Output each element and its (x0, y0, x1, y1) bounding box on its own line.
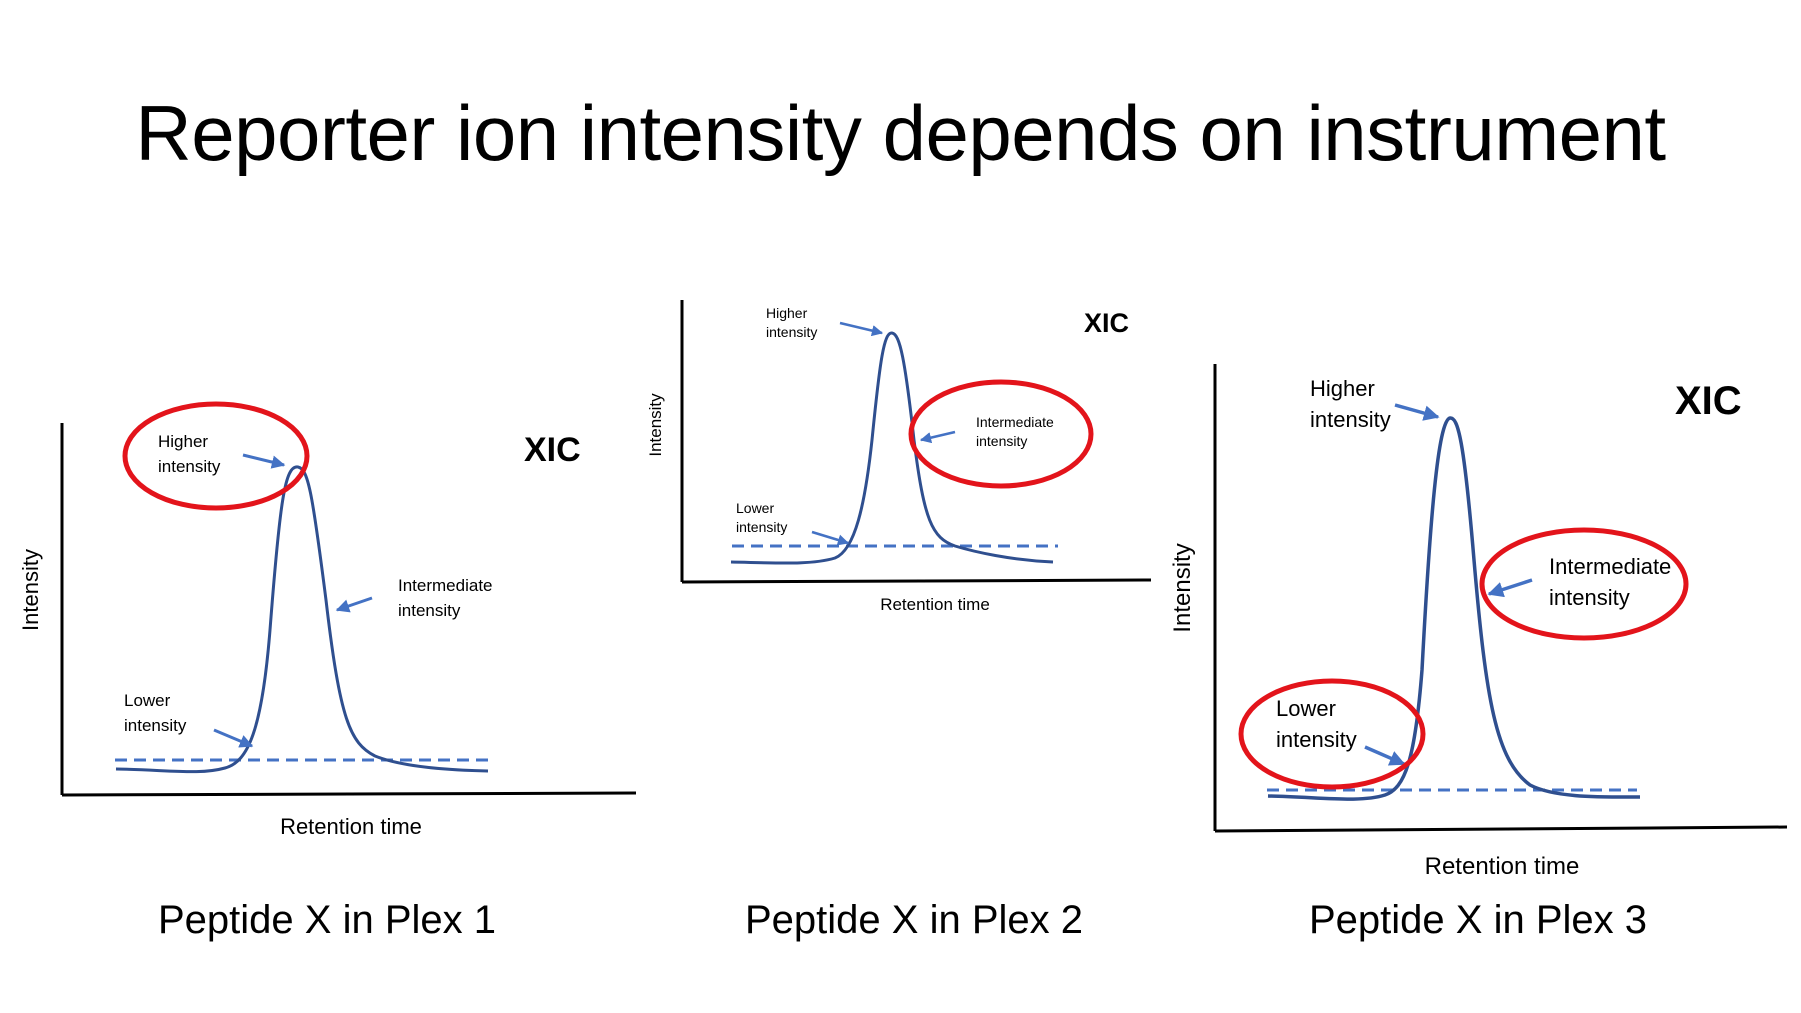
highlight-circle-lower (1238, 678, 1426, 790)
x-axis-label: Retention time (880, 595, 990, 614)
lower-arrow (1364, 745, 1406, 766)
lower-arrow (811, 530, 850, 546)
x-axis (1214, 825, 1788, 833)
intermediate-label: Intermediate (976, 414, 1054, 430)
x-axis (61, 791, 637, 797)
x-axis-label: Retention time (280, 814, 422, 839)
y-axis-label: Intensity (18, 549, 43, 631)
higher-label-2: intensity (1310, 407, 1391, 432)
higher-arrow (839, 321, 884, 337)
higher-label: Higher (158, 432, 208, 451)
lower-label-2: intensity (736, 519, 787, 535)
panel-plex-3: Higher intensity Intermediate intensity … (1169, 364, 1788, 880)
intermediate-label-2: intensity (976, 433, 1027, 449)
xic-peak-curve (730, 331, 1054, 565)
lower-arrow (213, 728, 254, 748)
x-axis-label: Retention time (1425, 853, 1580, 880)
intermediate-label: Intermediate (398, 576, 493, 595)
panel-plex-1: Higher intensity Intermediate intensity … (18, 401, 637, 839)
higher-label-2: intensity (766, 324, 817, 340)
intermediate-arrow (335, 596, 373, 613)
xic-label: XIC (1675, 379, 1742, 423)
higher-label: Higher (1310, 376, 1375, 401)
y-axis-label: Intensity (1169, 543, 1196, 632)
higher-label-2: intensity (158, 457, 221, 476)
highlight-circle-intermediate (1479, 527, 1689, 641)
intermediate-arrow (1487, 578, 1533, 598)
y-axis-label: Intensity (646, 393, 665, 457)
intermediate-label-2: intensity (398, 601, 461, 620)
panel-plex-2: Higher intensity Intermediate intensity … (646, 300, 1152, 614)
xic-peak-curve (115, 465, 489, 774)
xic-label: XIC (524, 431, 581, 469)
intermediate-arrow (919, 430, 956, 444)
lower-label-2: intensity (124, 716, 187, 735)
lower-label: Lower (124, 691, 171, 710)
caption-plex-1: Peptide X in Plex 1 (158, 898, 496, 942)
lower-label-2: intensity (1276, 727, 1357, 752)
lower-label: Lower (736, 500, 774, 516)
highlight-circle-higher (122, 401, 310, 511)
xic-label: XIC (1084, 308, 1129, 338)
highlight-circle-intermediate (908, 379, 1094, 489)
higher-label: Higher (766, 305, 808, 321)
intermediate-label: Intermediate (1549, 554, 1671, 579)
higher-arrow (1394, 403, 1440, 421)
xic-peak-curve (1267, 416, 1641, 801)
caption-plex-3: Peptide X in Plex 3 (1309, 898, 1647, 942)
caption-plex-2: Peptide X in Plex 2 (745, 898, 1083, 942)
higher-arrow (242, 453, 286, 469)
x-axis (681, 578, 1152, 584)
slide-title: Reporter ion intensity depends on instru… (135, 89, 1666, 177)
intermediate-label-2: intensity (1549, 585, 1630, 610)
lower-label: Lower (1276, 696, 1336, 721)
